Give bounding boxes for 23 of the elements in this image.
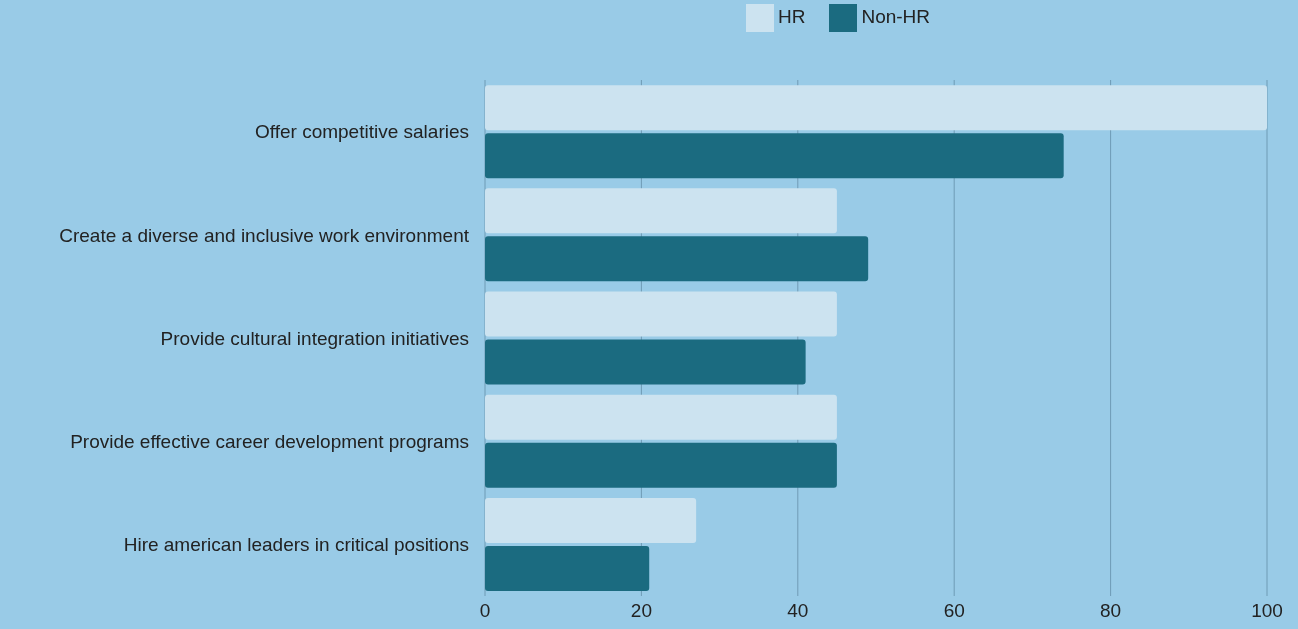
y-tick-label: Provide effective career development programs (70, 430, 469, 452)
legend-label: Non-HR (861, 6, 931, 28)
bar (485, 85, 1267, 131)
x-tick-label: 80 (1100, 600, 1122, 622)
y-tick-label: Provide cultural integration initiatives (160, 327, 469, 349)
x-tick-label: 0 (479, 600, 491, 622)
bar (485, 188, 837, 234)
x-tick-label: 100 (1251, 600, 1283, 622)
y-tick-label: Offer competitive salaries (254, 121, 469, 143)
bar (485, 442, 837, 488)
bar (485, 339, 806, 385)
x-tick-label: 60 (943, 600, 965, 622)
bar (485, 545, 650, 591)
bar (485, 497, 697, 543)
y-tick-label: Hire american leaders in critical positions (123, 534, 469, 556)
bar (485, 291, 837, 337)
bar (485, 133, 1064, 179)
x-tick-label: 40 (787, 600, 809, 622)
x-tick-label: 20 (630, 600, 652, 622)
y-tick-label: Create a diverse and inclusive work environment (59, 224, 470, 246)
bar (485, 236, 869, 282)
bar (485, 394, 837, 440)
legend-label: HR (777, 6, 806, 28)
